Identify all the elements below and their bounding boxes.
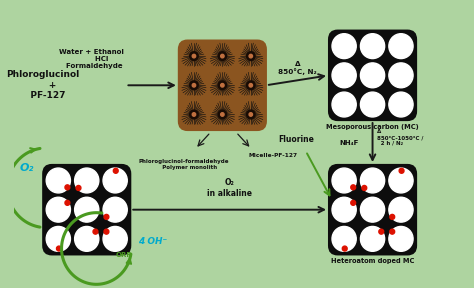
Circle shape — [221, 113, 224, 116]
Text: Fluorine: Fluorine — [278, 135, 314, 144]
FancyBboxPatch shape — [328, 30, 417, 121]
Circle shape — [93, 229, 98, 234]
Text: Phloroglucinol-formaldehyde
      Polymer monolith: Phloroglucinol-formaldehyde Polymer mono… — [138, 159, 229, 170]
Circle shape — [190, 81, 198, 90]
Circle shape — [342, 246, 347, 251]
Circle shape — [104, 229, 109, 234]
Text: O₂: O₂ — [19, 163, 34, 173]
Text: NH₄F: NH₄F — [339, 139, 359, 145]
Circle shape — [190, 110, 198, 119]
Circle shape — [332, 226, 356, 251]
Circle shape — [399, 168, 404, 173]
Circle shape — [246, 110, 255, 119]
Circle shape — [74, 197, 99, 222]
Circle shape — [65, 185, 70, 190]
Text: Δ
850°C, N₂: Δ 850°C, N₂ — [278, 61, 317, 75]
Circle shape — [218, 81, 227, 90]
Circle shape — [360, 63, 385, 88]
Text: 4 OH⁻: 4 OH⁻ — [138, 237, 167, 246]
Circle shape — [362, 185, 367, 190]
Text: Water + Ethanol
        HCl
  Formaldehyde: Water + Ethanol HCl Formaldehyde — [59, 49, 124, 69]
Circle shape — [65, 200, 70, 205]
Circle shape — [246, 52, 255, 60]
Circle shape — [249, 84, 253, 87]
Text: 4e⁻: 4e⁻ — [71, 239, 87, 248]
Circle shape — [389, 34, 413, 58]
Circle shape — [103, 197, 127, 222]
Circle shape — [103, 168, 127, 193]
Text: ORR: ORR — [115, 253, 132, 258]
Text: Phloroglucinol
      +
   PF-127: Phloroglucinol + PF-127 — [7, 70, 80, 100]
Text: Heteroatom doped MC: Heteroatom doped MC — [331, 258, 414, 264]
Circle shape — [192, 113, 196, 116]
Circle shape — [218, 52, 227, 60]
Circle shape — [379, 229, 383, 234]
Circle shape — [351, 185, 356, 190]
Circle shape — [190, 52, 198, 60]
Circle shape — [74, 226, 99, 251]
Circle shape — [74, 168, 99, 193]
FancyBboxPatch shape — [42, 164, 131, 255]
Circle shape — [390, 229, 395, 234]
Circle shape — [360, 226, 385, 251]
Circle shape — [332, 34, 356, 58]
Circle shape — [221, 84, 224, 87]
Circle shape — [332, 92, 356, 117]
Circle shape — [246, 81, 255, 90]
Circle shape — [360, 197, 385, 222]
Circle shape — [56, 246, 61, 251]
Circle shape — [360, 34, 385, 58]
Circle shape — [104, 214, 109, 219]
Circle shape — [360, 92, 385, 117]
FancyBboxPatch shape — [178, 39, 267, 131]
Circle shape — [221, 54, 224, 58]
Circle shape — [46, 168, 71, 193]
FancyBboxPatch shape — [328, 164, 417, 255]
Text: Micelle-PF-127: Micelle-PF-127 — [248, 153, 297, 158]
Circle shape — [46, 197, 71, 222]
Circle shape — [103, 226, 127, 251]
Circle shape — [332, 168, 356, 193]
Circle shape — [390, 214, 395, 219]
Circle shape — [389, 197, 413, 222]
Circle shape — [218, 110, 227, 119]
Circle shape — [76, 185, 81, 190]
Circle shape — [249, 54, 253, 58]
Circle shape — [389, 63, 413, 88]
Circle shape — [192, 54, 196, 58]
Circle shape — [249, 113, 253, 116]
Circle shape — [192, 84, 196, 87]
Circle shape — [389, 168, 413, 193]
Circle shape — [389, 226, 413, 251]
Text: Mesoporous carbon (MC): Mesoporous carbon (MC) — [326, 124, 419, 130]
Circle shape — [332, 63, 356, 88]
Circle shape — [360, 168, 385, 193]
Circle shape — [389, 92, 413, 117]
Circle shape — [113, 168, 118, 173]
Text: Δ
850°C-1050°C /
  2 h / N₂: Δ 850°C-1050°C / 2 h / N₂ — [377, 129, 424, 146]
Circle shape — [46, 226, 71, 251]
Circle shape — [332, 197, 356, 222]
Circle shape — [351, 200, 356, 205]
Text: O₂
in alkaline: O₂ in alkaline — [207, 178, 252, 198]
